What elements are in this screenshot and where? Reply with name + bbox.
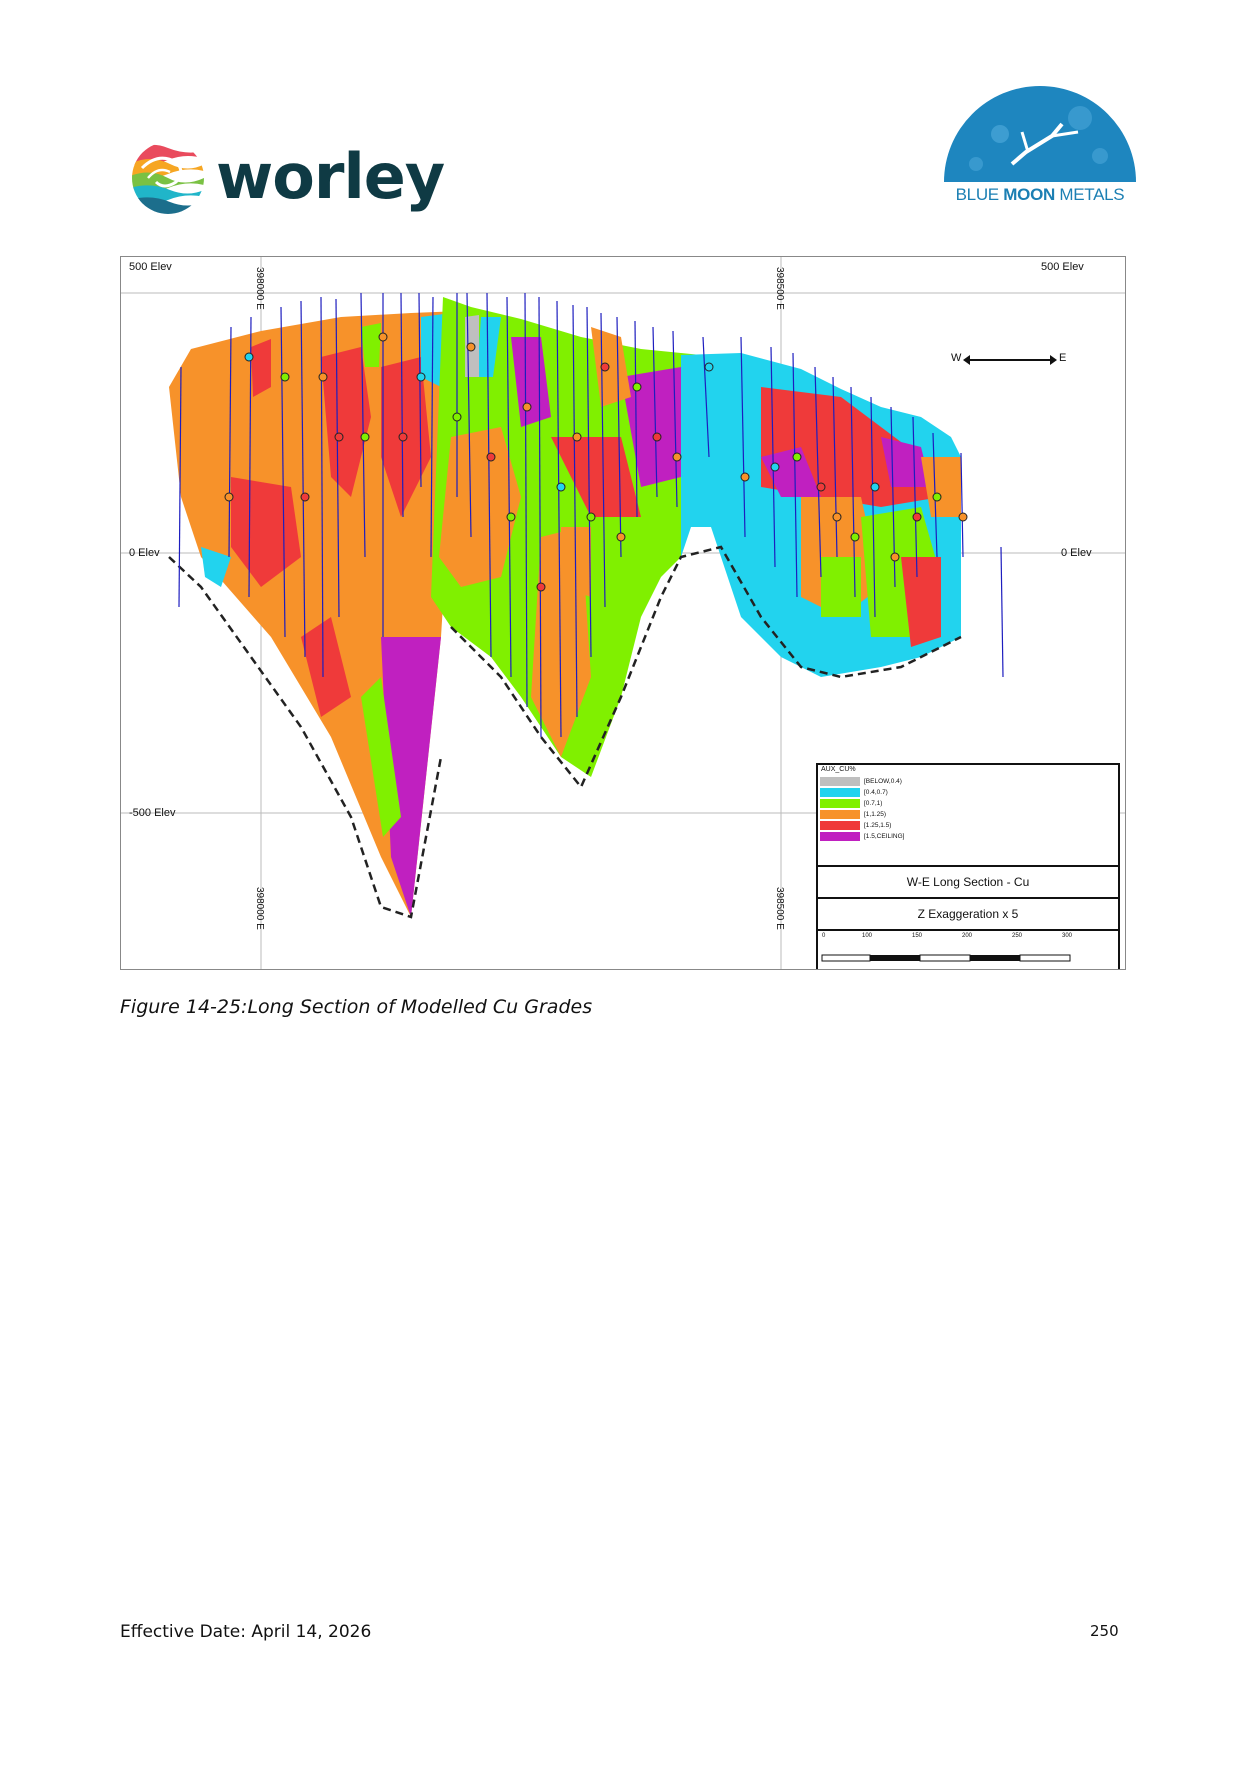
scale-label: 0	[822, 933, 826, 939]
scale-label: 200	[962, 933, 973, 939]
legend-swatch	[820, 788, 860, 797]
legend-label: [1.25,1.5)	[864, 822, 892, 829]
grade-legend: AUX_CU% [BELOW,0.4) [0.4,0.7) [0.7,1) [1…	[816, 763, 1120, 867]
legend-swatch	[820, 810, 860, 819]
easting-label-top-a: 398000 E	[254, 267, 265, 310]
legend-item: [1.5,CEILING]	[820, 832, 1110, 841]
compass-arrow-icon	[963, 355, 1057, 365]
exaggeration-label: Z Exaggeration x 5	[816, 897, 1120, 931]
legend-label: [BELOW,0.4)	[864, 778, 902, 785]
legend-swatch	[820, 799, 860, 808]
section-title: W-E Long Section - Cu	[816, 865, 1120, 899]
worley-wordmark: worley	[216, 140, 445, 213]
blue-moon-metals-wordmark: BLUE MOON METALS	[955, 185, 1125, 204]
legend-item: [BELOW,0.4)	[820, 777, 1110, 786]
page-number: 250	[1090, 1622, 1119, 1640]
elev-label-0-left: 0 Elev	[129, 547, 160, 559]
scale-bar: 0 100 150 200 250 300	[816, 929, 1120, 969]
worley-logo: worley	[128, 138, 458, 222]
elev-label-500-left: 500 Elev	[129, 261, 172, 273]
drill-holes	[178, 292, 1004, 738]
blue-moon-metals-logo: BLUE MOON METALS	[940, 84, 1140, 208]
effective-date: Effective Date: April 14, 2026	[120, 1622, 372, 1642]
moon-icon	[944, 86, 1136, 182]
legend-label: [0.4,0.7)	[864, 789, 888, 796]
scale-label: 150	[912, 933, 923, 939]
legend-item: [1,1.25)	[820, 810, 1110, 819]
legend-swatch	[820, 832, 860, 841]
easting-label-bottom-a: 398000 E	[254, 887, 265, 930]
compass-west: W	[951, 352, 962, 364]
section-map	[121, 257, 1125, 969]
legend-item: [1.25,1.5)	[820, 821, 1110, 830]
worley-swirl-icon	[132, 142, 204, 214]
scale-label: 300	[1062, 933, 1073, 939]
scale-label: 100	[862, 933, 873, 939]
scale-ruler	[821, 954, 1071, 962]
legend-swatch	[820, 821, 860, 830]
legend-item: [0.4,0.7)	[820, 788, 1110, 797]
compass-east: E	[1059, 352, 1067, 364]
elev-label-minus500-left: -500 Elev	[129, 807, 176, 819]
legend-label: [1.5,CEILING]	[864, 833, 905, 840]
legend-swatch	[820, 777, 860, 786]
legend-item: [0.7,1)	[820, 799, 1110, 808]
figure-caption: Figure 14-25:Long Section of Modelled Cu…	[120, 996, 593, 1018]
easting-label-bottom-b: 398500 E	[774, 887, 785, 930]
easting-label-top-b: 398500 E	[774, 267, 785, 310]
legend-title: AUX_CU%	[821, 766, 856, 773]
central-lobe	[431, 297, 721, 777]
legend-label: [0.7,1)	[864, 800, 883, 807]
west-lobe	[169, 311, 461, 917]
long-section-figure: 500 Elev 500 Elev 0 Elev 0 Elev -500 Ele…	[120, 256, 1126, 970]
legend-label: [1,1.25)	[864, 811, 887, 818]
sample-markers	[224, 332, 968, 592]
elev-label-0-right: 0 Elev	[1061, 547, 1092, 559]
elev-label-500-right: 500 Elev	[1041, 261, 1084, 273]
scale-label: 250	[1012, 933, 1023, 939]
